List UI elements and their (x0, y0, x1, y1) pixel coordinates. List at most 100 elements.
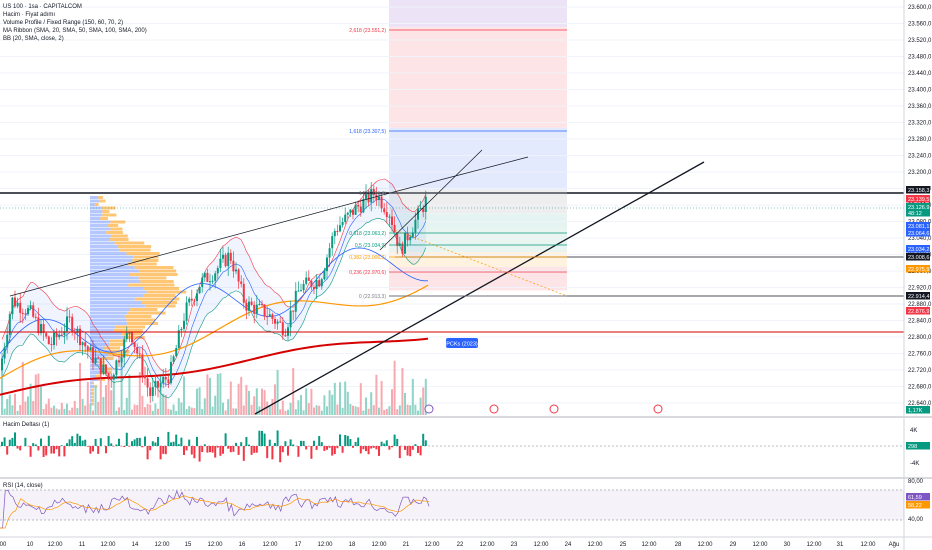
profile-up (90, 276, 139, 280)
symbol-title[interactable]: US 100 · 1sa · CAPITALCOM (3, 4, 82, 10)
price-tag-bg (906, 195, 930, 203)
price-tag-bg (906, 501, 930, 509)
delta-bar (29, 446, 32, 457)
rsi-title[interactable]: RSI (14, close) (3, 483, 43, 489)
delta-bar (84, 439, 87, 446)
candle-body (6, 334, 9, 348)
volume-bar (50, 407, 53, 415)
candle-body (216, 268, 219, 274)
profile-up (90, 294, 144, 297)
indicator-bb[interactable]: BB (20, SMA, close, 2) (3, 36, 64, 42)
profile-down (113, 329, 143, 332)
price-tag: 22.876,9 (908, 309, 929, 315)
rsi-ma (0, 495, 430, 529)
delta-bar (333, 446, 336, 455)
volume-bar (315, 405, 318, 415)
delta-bar (94, 438, 97, 446)
profile-up (90, 203, 95, 206)
time-axis[interactable]: 00 10 12:00 11 12:00 14 12:00 15 12:00 16 12:00 17 1… (0, 542, 899, 548)
delta-bar (3, 437, 6, 446)
candle-body (357, 204, 360, 207)
delta-bar (118, 438, 120, 446)
delta-bar (131, 441, 133, 446)
trend-lines[interactable] (9, 149, 705, 415)
volume-bar (11, 405, 14, 415)
profile-up (90, 371, 101, 374)
price-tag: 23.008,6 (908, 255, 929, 261)
indicator-ma-ribbon[interactable]: MA Ribbon (SMA, 20, SMA, 50, SMA, 100, S… (3, 28, 147, 34)
candle-body (47, 336, 50, 345)
volume-bar (97, 401, 100, 415)
delta-bar (211, 446, 214, 453)
profile-down (124, 315, 152, 318)
volume-bar (6, 399, 9, 415)
volume-bar (141, 395, 144, 415)
delta-bar (125, 432, 128, 446)
candle-body (422, 208, 425, 212)
indicator-volume[interactable]: Hacim · Fiyat adımı (3, 12, 56, 18)
delta-bar (66, 443, 68, 446)
profile-down (96, 374, 100, 378)
volume-bar (385, 408, 388, 415)
delta-bar (414, 444, 417, 446)
volume-bar (294, 409, 297, 415)
delta-bar (146, 446, 149, 460)
price-tag-bg (906, 292, 930, 300)
candle-body (339, 225, 341, 232)
delta-bar (183, 446, 185, 455)
candle-body (118, 360, 120, 363)
candle-body (274, 318, 276, 324)
time-tick: 18 (349, 542, 356, 548)
candle-body (60, 334, 63, 336)
volume-bar (336, 404, 339, 415)
candle-body (92, 347, 94, 363)
volume-bar (307, 403, 310, 415)
delta-bar (40, 438, 42, 446)
profile-up (90, 339, 110, 343)
price-tick: 23.560,0 (908, 22, 932, 28)
price-axis[interactable]: 23.600,0 23.560,0 23.520,0 23.480,0 23.440,0… (908, 5, 932, 523)
candle-body (177, 330, 180, 349)
volume-bar (94, 385, 97, 415)
ma-200 (0, 337, 429, 396)
delta-bar (271, 446, 274, 460)
delta-title[interactable]: Hacim Deltası (1) (3, 422, 50, 428)
candle-body (99, 358, 102, 374)
profile-up (90, 217, 101, 220)
delta-bar (144, 436, 146, 446)
profile-up (90, 259, 133, 262)
event-label: PCKs (2023) (446, 342, 478, 348)
delta-bar (357, 437, 360, 446)
rsi-band (0, 490, 904, 520)
delta-bar (281, 446, 284, 453)
delta-bar (326, 446, 328, 450)
candle-body (284, 335, 287, 337)
volume-bar (196, 388, 198, 415)
candle-body (37, 317, 40, 334)
delta-bar (380, 441, 383, 446)
candle-body (396, 232, 399, 247)
delta-bar (336, 446, 339, 449)
volume-bar (79, 362, 81, 415)
volume-bar (224, 410, 227, 415)
indicator-volume-profile[interactable]: Volume Profile / Fixed Range (150, 60, 7… (3, 20, 124, 26)
event-icons[interactable]: PCKs (2023) (424, 338, 663, 414)
volume-bar (188, 406, 191, 415)
delta-bar (274, 443, 276, 446)
time-tick: 29 (730, 542, 737, 548)
price-tick: 23.280,0 (908, 137, 932, 143)
fib-zone-top (389, 0, 567, 28)
price-tag-bg (906, 186, 930, 194)
volume-bar (372, 405, 375, 415)
delta-bar (284, 441, 287, 446)
delta-bar (107, 436, 110, 446)
volume-bar (68, 410, 71, 415)
volume-bar (344, 381, 347, 415)
candle-body (297, 290, 300, 292)
delta-bar (76, 433, 79, 446)
volume-bar (227, 399, 230, 415)
volume-bar (110, 390, 113, 415)
delta-bar (201, 446, 204, 452)
rsi-tick: 80,00 (908, 479, 924, 485)
